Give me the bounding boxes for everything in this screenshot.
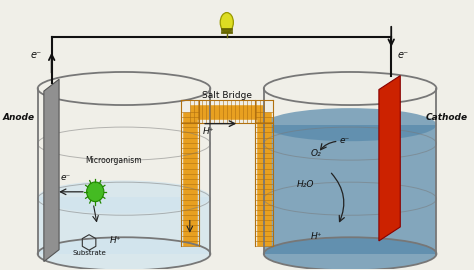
Polygon shape	[379, 76, 400, 241]
Text: Anode: Anode	[3, 113, 35, 122]
Ellipse shape	[38, 237, 210, 270]
Ellipse shape	[38, 180, 210, 214]
Text: H₂O: H₂O	[297, 180, 314, 189]
Ellipse shape	[264, 237, 437, 270]
Ellipse shape	[87, 182, 104, 202]
Polygon shape	[264, 125, 437, 254]
Text: e⁻: e⁻	[60, 173, 71, 183]
Text: O₂: O₂	[311, 149, 322, 158]
Text: H⁺: H⁺	[311, 232, 323, 241]
Text: H⁺: H⁺	[109, 237, 121, 245]
Text: e⁻: e⁻	[30, 49, 41, 59]
Text: e⁻: e⁻	[340, 136, 350, 145]
Text: Cathode: Cathode	[426, 113, 468, 122]
Text: e⁻: e⁻	[397, 49, 409, 59]
Ellipse shape	[220, 13, 233, 32]
Text: Substrate: Substrate	[72, 250, 106, 256]
Polygon shape	[44, 79, 59, 262]
Ellipse shape	[264, 108, 437, 141]
Text: Microorganism: Microorganism	[85, 156, 142, 166]
Text: Salt Bridge: Salt Bridge	[202, 91, 252, 100]
Polygon shape	[38, 197, 210, 254]
Text: H⁺: H⁺	[203, 127, 214, 136]
